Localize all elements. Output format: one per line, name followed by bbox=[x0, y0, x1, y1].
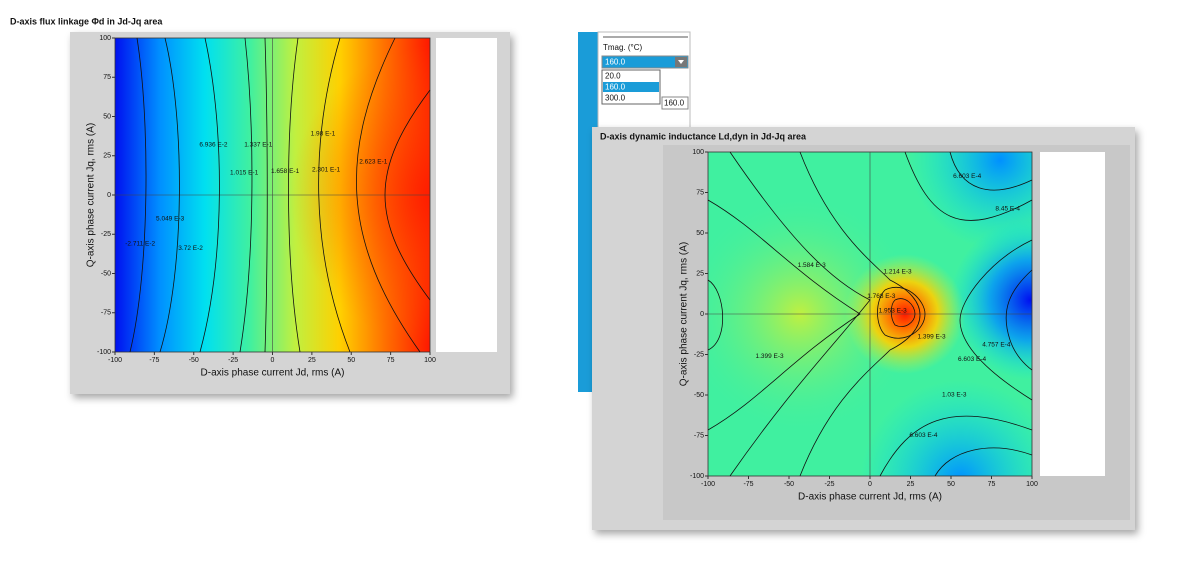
contour-label: 1.953 E-3 bbox=[879, 307, 908, 314]
y-tick-label: 100 bbox=[692, 149, 704, 156]
y-tick-label: 75 bbox=[696, 189, 704, 196]
x-tick-label: 25 bbox=[907, 481, 915, 488]
x-tick-label: 50 bbox=[947, 481, 955, 488]
dropdown-arrow bbox=[678, 60, 684, 64]
y-tick-label: -75 bbox=[694, 432, 704, 439]
options: 20.0 160.0 300.0 bbox=[603, 72, 659, 103]
y-tick-label: -100 bbox=[690, 473, 704, 480]
contours bbox=[129, 37, 431, 353]
y-tick-label: -75 bbox=[101, 310, 111, 317]
contour-label: 1.015 E-1 bbox=[230, 170, 259, 177]
x-tick-label: 0 bbox=[271, 357, 275, 364]
y-tick-label: -50 bbox=[694, 392, 704, 399]
contour-label: 1.658 E-1 bbox=[271, 168, 300, 175]
y-tick-label: 50 bbox=[103, 113, 111, 120]
contour-label: 1.03 E-3 bbox=[942, 392, 967, 399]
dropdown-option[interactable]: 160.0 bbox=[605, 83, 626, 92]
x-tick-label: -100 bbox=[701, 481, 715, 488]
dropdown-value[interactable]: 160.0 bbox=[605, 58, 626, 67]
contour-label: 3.72 E-2 bbox=[178, 245, 203, 252]
contour-label: 1.399 E-3 bbox=[755, 353, 784, 360]
contour-label: 1.584 E-3 bbox=[798, 262, 827, 269]
y-tick-label: 0 bbox=[107, 192, 111, 199]
colorbar-panel bbox=[1040, 152, 1105, 476]
x-tick-label: -50 bbox=[784, 481, 794, 488]
contour-label: 2.301 E-1 bbox=[312, 167, 341, 174]
x-tick-label: -75 bbox=[743, 481, 753, 488]
x-tick-label: -25 bbox=[824, 481, 834, 488]
x-tick-label: 50 bbox=[347, 357, 355, 364]
y-tick-label: 25 bbox=[103, 153, 111, 160]
x-tick-label: -25 bbox=[228, 357, 238, 364]
chart-title: D-axis flux linkage Φd in Jd-Jq area bbox=[10, 16, 163, 26]
y-tick-label: 25 bbox=[696, 270, 704, 277]
y-tick-label: 100 bbox=[99, 35, 111, 42]
x-axis-label: D-axis phase current Jd, rms (A) bbox=[798, 492, 942, 503]
y-tick-label: -50 bbox=[101, 270, 111, 277]
contour-label: 1.214 E-3 bbox=[883, 269, 912, 276]
x-tick-label: 75 bbox=[387, 357, 395, 364]
dropdown-option[interactable]: 300.0 bbox=[605, 94, 626, 103]
plot: -100 -75 -50 -25 0 25 50 75 100 -100 -75 -50 -25 0 25 5… bbox=[86, 35, 497, 379]
y-tick-label: -100 bbox=[97, 349, 111, 356]
y-axis-label: Q-axis phase current Jq, rms (A) bbox=[86, 123, 97, 267]
x-tick-label: -50 bbox=[189, 357, 199, 364]
tooltip bbox=[661, 96, 689, 110]
contour-label: 1.337 E-1 bbox=[244, 141, 273, 148]
contour-label: 2.623 E-1 bbox=[359, 159, 388, 166]
contour-label: 4.757 E-4 bbox=[982, 341, 1011, 348]
x-tick-label: -75 bbox=[149, 357, 159, 364]
x-tick-label: 100 bbox=[424, 357, 436, 364]
dropdown-select[interactable] bbox=[601, 55, 689, 69]
y-tick-label: -25 bbox=[101, 231, 111, 238]
contour-label: -2.711 E-2 bbox=[125, 240, 155, 247]
tooltip-text: 160.0 bbox=[664, 99, 685, 108]
contour-label: 6.603 E-4 bbox=[958, 356, 987, 363]
y-tick-label: 75 bbox=[103, 74, 111, 81]
contour-label: 6.603 E-4 bbox=[953, 173, 982, 180]
x-tick-label: 25 bbox=[308, 357, 316, 364]
chart-title: D-axis dynamic inductance Ld,dyn in Jd-J… bbox=[600, 131, 807, 141]
dropdown-label: Tmag. (°C) bbox=[603, 43, 643, 52]
contour-label: 6.936 E-2 bbox=[199, 141, 228, 148]
x-tick-label: 100 bbox=[1026, 481, 1038, 488]
contours bbox=[707, 151, 1033, 477]
contour-label: 8.45 E-4 bbox=[995, 205, 1020, 212]
plot: -100 -75 -50 -25 0 25 50 75 100 -100 -75 -50 -25 0 25 5… bbox=[679, 149, 1101, 503]
dropdown-option[interactable]: 20.0 bbox=[605, 72, 621, 81]
x-tick-label: -100 bbox=[108, 357, 122, 364]
contour-label: 5.049 E-3 bbox=[156, 215, 185, 222]
y-axis-label: Q-axis phase current Jq, rms (A) bbox=[679, 242, 690, 386]
y-tick-label: 50 bbox=[696, 230, 704, 237]
x-axis-label: D-axis phase current Jd, rms (A) bbox=[201, 368, 345, 379]
contour-label: 1.98 E-1 bbox=[311, 130, 336, 137]
contour-label: 6.603 E-4 bbox=[909, 432, 938, 439]
contour-label: 1.768 E-3 bbox=[867, 293, 896, 300]
x-tick-label: 0 bbox=[868, 481, 872, 488]
y-tick-label: 0 bbox=[700, 311, 704, 318]
contour-label: 1.399 E-3 bbox=[917, 333, 946, 340]
option-highlight bbox=[603, 82, 659, 92]
colorbar-panel bbox=[436, 38, 497, 352]
y-tick-label: -25 bbox=[694, 351, 704, 358]
x-tick-label: 75 bbox=[988, 481, 996, 488]
